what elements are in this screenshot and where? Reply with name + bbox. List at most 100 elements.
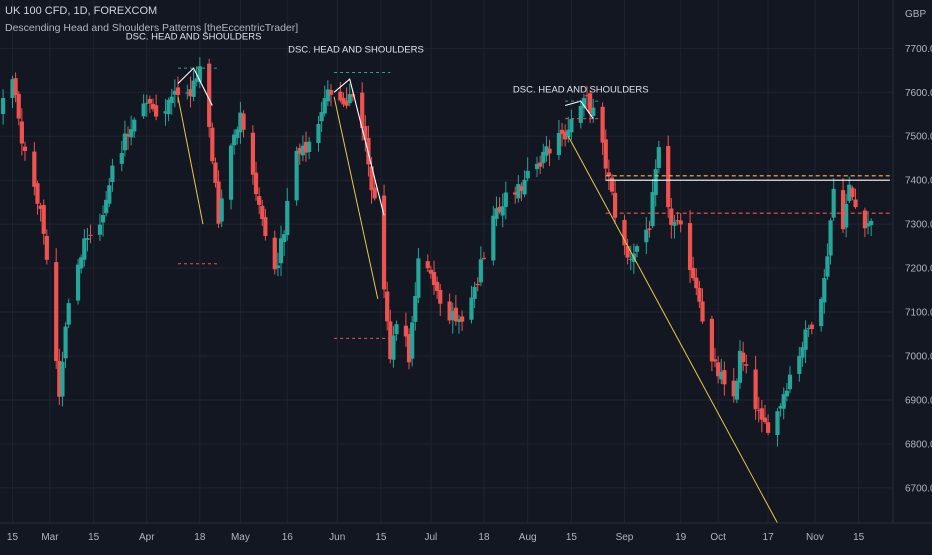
candle-body [363,126,368,140]
candle-body [260,205,265,219]
candle-body [666,146,671,208]
candle-body [75,264,81,301]
price-axis-panel[interactable] [893,0,932,523]
candle-body [32,151,37,187]
candle-body [694,277,699,289]
candle-body [844,203,849,228]
candle-body [453,307,458,322]
candle-body [253,172,259,195]
candle-body [578,106,583,123]
candle-body [147,98,152,104]
candle-body [475,283,480,286]
candle-body [819,298,824,327]
candle-body [285,200,290,236]
candle-body [806,327,811,329]
candle-body [350,94,355,97]
candle-body [719,371,724,380]
candle-body [825,256,830,277]
candle-body [831,188,836,218]
candle-body [388,321,393,360]
candle-body [166,99,171,115]
candle-body [438,290,443,304]
candle-body [235,129,240,139]
candle-body [1,98,6,114]
y-tick-label: 7500.0 [905,132,932,143]
x-tick-label: 18 [478,532,490,543]
pattern-neckline [177,96,204,225]
candle-body [347,94,352,104]
candle-body [35,183,40,204]
x-tick-label: 16 [282,532,294,543]
candle-body [766,422,771,433]
candle-body [563,131,568,140]
x-tick-label: 15 [566,532,578,543]
candle-body [57,360,62,397]
candle-body [591,107,596,117]
x-tick-label: Aug [519,532,537,543]
candle-body [38,205,43,209]
candle-body [406,334,412,363]
candle-body [272,237,277,270]
candle-body [82,238,87,260]
candle-body [603,139,608,169]
candle-body [628,258,633,260]
candle-body [391,335,396,360]
candle-body [513,192,518,195]
y-tick-label: 7700.0 [905,44,932,55]
x-tick-label: 15 [853,532,865,543]
candle-body [110,165,115,183]
time-axis-panel[interactable] [0,523,932,550]
candle-body [219,198,224,222]
candle-body [840,190,846,230]
candle-body [144,102,149,104]
candle-body [322,98,327,114]
candle-body [494,208,499,219]
candle-body [869,220,874,226]
candle-body [822,278,827,303]
candle-body [731,380,736,397]
candle-body [538,162,543,167]
candle-body [394,324,399,335]
candle-body [228,145,234,200]
candle-body [687,223,693,271]
candle-body [503,192,508,207]
candle-body [781,394,786,409]
symbol-title: UK 100 CFD, 1D, FOREXCOM [5,5,158,17]
candle-body [609,177,615,192]
candle-body [319,112,324,122]
y-tick-label: 7200.0 [905,264,932,275]
candle-body [300,145,305,156]
x-tick-label: Oct [710,532,726,543]
pattern-label: DSC. HEAD AND SHOULDERS [126,32,262,43]
currency-label: GBP [905,9,926,20]
candle-body [569,119,574,133]
candle-body [85,238,90,240]
candle-body [647,228,652,230]
candle-body [366,137,371,165]
candle-body [13,78,18,96]
candle-body [278,238,284,264]
candle-body [678,220,683,225]
candle-body [800,347,805,358]
x-tick-label: Sep [616,532,634,543]
pattern-layer: DSC. HEAD AND SHOULDERS DSC. HEAD AND SHO… [126,32,778,524]
candle-body [207,63,212,127]
candle-body [741,352,746,362]
candle-body [403,325,409,337]
x-tick-label: Nov [806,532,824,543]
candle-body [697,288,702,302]
candle-body [672,221,677,226]
pattern-label: DSC. HEAD AND SHOULDERS [513,84,649,95]
y-tick-label: 7100.0 [905,308,932,319]
levels-layer [605,175,890,214]
candle-body [675,220,680,222]
candles-layer [1,57,874,447]
candle-body [107,185,112,204]
candle-body [44,235,49,260]
candle-body [194,78,199,82]
y-tick-label: 6700.0 [905,483,932,494]
y-tick-label: 7300.0 [905,220,932,231]
candle-body [232,134,237,146]
